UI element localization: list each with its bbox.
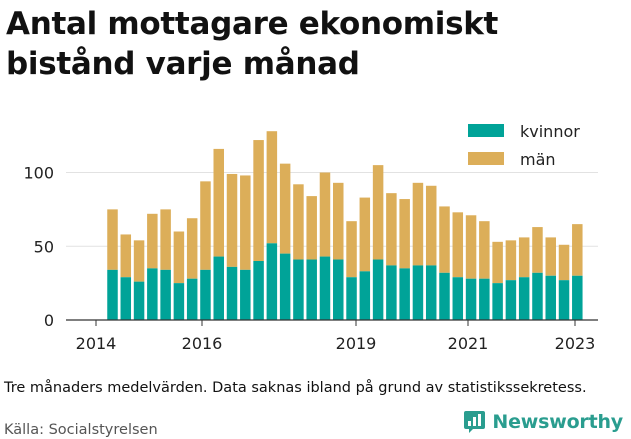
bar-man <box>319 172 331 257</box>
bar-man <box>439 206 450 273</box>
x-tick-label: 2023 <box>555 334 596 353</box>
bar-kvinnor <box>120 277 132 320</box>
bar-kvinnor <box>359 271 371 320</box>
bar-man <box>160 209 171 270</box>
bar-kvinnor <box>372 259 384 320</box>
bar-man <box>306 196 317 260</box>
bar-kvinnor <box>147 268 158 320</box>
bar-man <box>532 227 543 273</box>
bar-man <box>452 212 464 278</box>
bar-kvinnor <box>226 266 238 320</box>
bar-man <box>120 234 132 278</box>
legend-label: kvinnor <box>520 122 580 141</box>
bar-man <box>186 218 198 279</box>
legend: kvinnor män <box>468 122 580 169</box>
bar-man <box>372 165 384 260</box>
bar-man <box>213 148 224 257</box>
grid-lines <box>66 172 598 247</box>
bars <box>107 131 583 320</box>
source-label: Källa: Socialstyrelsen <box>4 422 158 438</box>
bar-man <box>133 240 145 282</box>
bar-man <box>412 182 424 266</box>
bar-man <box>465 215 477 279</box>
bar-man <box>346 221 357 278</box>
bar-man <box>425 185 437 266</box>
bar-kvinnor <box>558 280 570 320</box>
newsworthy-logo: Newsworthy <box>463 410 623 434</box>
bar-man <box>386 193 397 266</box>
brand-name: Newsworthy <box>492 411 623 433</box>
bar-kvinnor <box>399 268 410 320</box>
bar-kvinnor <box>492 283 503 320</box>
bar-kvinnor <box>306 259 317 320</box>
legend-label: män <box>520 150 556 169</box>
bar-man <box>359 197 371 272</box>
bar-kvinnor <box>253 261 264 320</box>
y-tick-label: 100 <box>23 164 54 183</box>
bar-man <box>266 131 278 244</box>
bar-kvinnor <box>319 256 331 320</box>
bar-kvinnor <box>465 278 477 320</box>
legend-swatch <box>468 152 504 165</box>
bar-kvinnor <box>346 277 357 320</box>
bar-kvinnor <box>532 272 543 320</box>
bar-kvinnor <box>479 278 490 320</box>
bar-man <box>558 244 570 281</box>
bar-kvinnor <box>452 277 464 320</box>
chart-title: Antal mottagare ekonomiskt bistånd varje… <box>6 6 499 82</box>
newsworthy-icon <box>464 411 486 433</box>
axes: 0 50 100 2014 2016 2019 2021 2023 <box>23 164 598 353</box>
bar-kvinnor <box>386 265 397 320</box>
x-tick-label: 2014 <box>76 334 117 353</box>
bar-man <box>518 237 530 278</box>
bar-kvinnor <box>572 275 583 320</box>
bar-man <box>173 231 185 284</box>
bar-kvinnor <box>425 265 437 320</box>
bar-kvinnor <box>266 243 278 320</box>
bar-kvinnor <box>133 281 145 320</box>
bar-man <box>226 173 238 267</box>
bar-kvinnor <box>200 269 211 320</box>
bar-man <box>293 184 304 260</box>
bar-man <box>107 209 118 270</box>
bar-man <box>545 237 556 276</box>
chart-note: Tre månaders medelvärden. Data saknas ib… <box>4 380 587 396</box>
bar-kvinnor <box>160 269 171 320</box>
bar-kvinnor <box>279 253 291 320</box>
bar-kvinnor <box>545 275 556 320</box>
bar-man <box>399 199 410 269</box>
y-tick-label: 0 <box>44 311 54 330</box>
bar-man <box>279 163 291 254</box>
bar-kvinnor <box>333 259 344 320</box>
bar-man <box>333 182 344 260</box>
x-tick-label: 2019 <box>336 334 377 353</box>
bar-man <box>505 240 517 281</box>
bar-kvinnor <box>505 280 517 320</box>
bar-kvinnor <box>293 259 304 320</box>
legend-swatch <box>468 124 504 137</box>
bar-kvinnor <box>518 277 530 320</box>
bar-kvinnor <box>173 283 185 320</box>
bar-kvinnor <box>412 265 424 320</box>
bar-man <box>253 140 264 261</box>
x-tick-label: 2016 <box>182 334 223 353</box>
bar-kvinnor <box>439 272 450 320</box>
bar-kvinnor <box>240 269 251 320</box>
bar-man <box>492 241 503 284</box>
bar-man <box>572 224 583 276</box>
y-tick-label: 50 <box>34 237 54 256</box>
x-tick-label: 2021 <box>448 334 489 353</box>
bar-man <box>479 221 490 279</box>
bar-kvinnor <box>213 256 224 320</box>
bar-man <box>200 181 211 270</box>
bar-kvinnor <box>186 278 198 320</box>
bar-man <box>240 175 251 270</box>
bar-man <box>147 213 158 269</box>
bar-kvinnor <box>107 269 118 320</box>
